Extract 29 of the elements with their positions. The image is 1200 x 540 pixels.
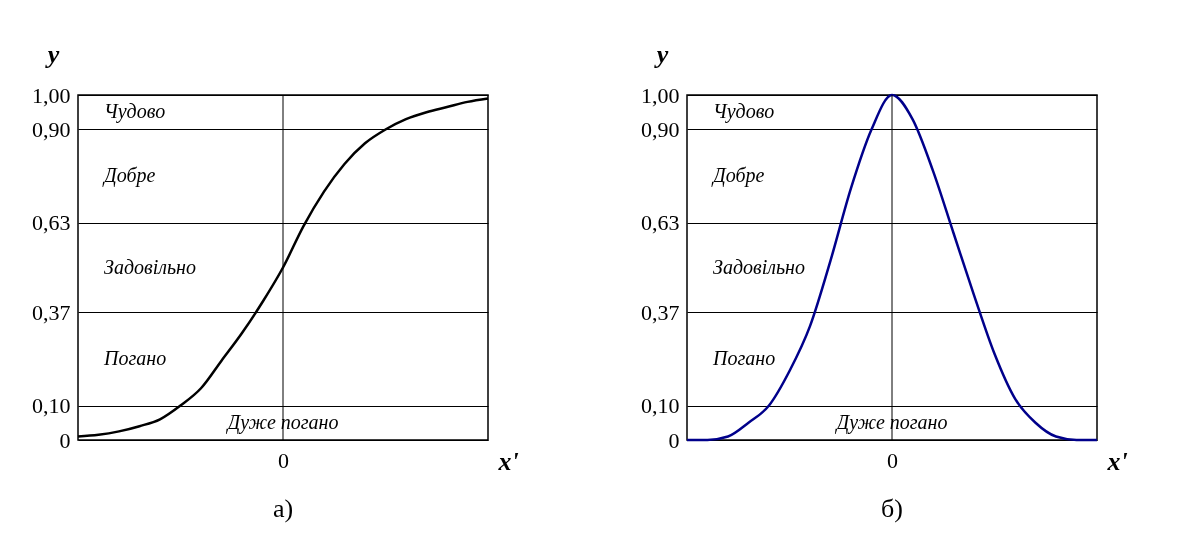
annotation: Дуже погано	[834, 410, 948, 434]
y-tick-label: 0,90	[32, 117, 71, 142]
annotation: Чудово	[713, 100, 775, 124]
y-tick-label: 0,37	[641, 299, 680, 325]
y-tick-label: 0,10	[32, 393, 71, 418]
x-axis-title: x'	[1106, 446, 1128, 476]
text: а)	[272, 494, 294, 523]
line-series	[685, 93, 1099, 442]
text: б)	[881, 494, 903, 523]
y-tick-label: 0,90	[641, 117, 680, 142]
y-tick-label: 0,63	[32, 210, 71, 236]
y-tick-label: 1,00	[32, 82, 71, 108]
y-tick-label: 0,63	[641, 210, 680, 236]
annotation: Задовільно	[104, 255, 197, 278]
y-tick-label: 0	[59, 427, 71, 453]
y-tick-label: 1,00	[641, 82, 680, 108]
annotation: Погано	[103, 346, 167, 369]
annotation: Дуже погано	[225, 410, 339, 434]
y-tick-label: 0	[668, 427, 680, 453]
y-axis-title: y	[44, 39, 60, 69]
annotation: Добре	[102, 164, 156, 188]
annotation: Погано	[712, 346, 776, 369]
annotation: Чудово	[104, 100, 166, 124]
annotation: Добре	[711, 164, 765, 188]
x-axis-title: x'	[497, 446, 519, 476]
y-tick-label: 0,37	[32, 299, 71, 325]
annotation: Задовільно	[713, 255, 806, 278]
y-axis-title: y	[653, 39, 669, 69]
y-tick-label: 0,10	[641, 393, 680, 418]
